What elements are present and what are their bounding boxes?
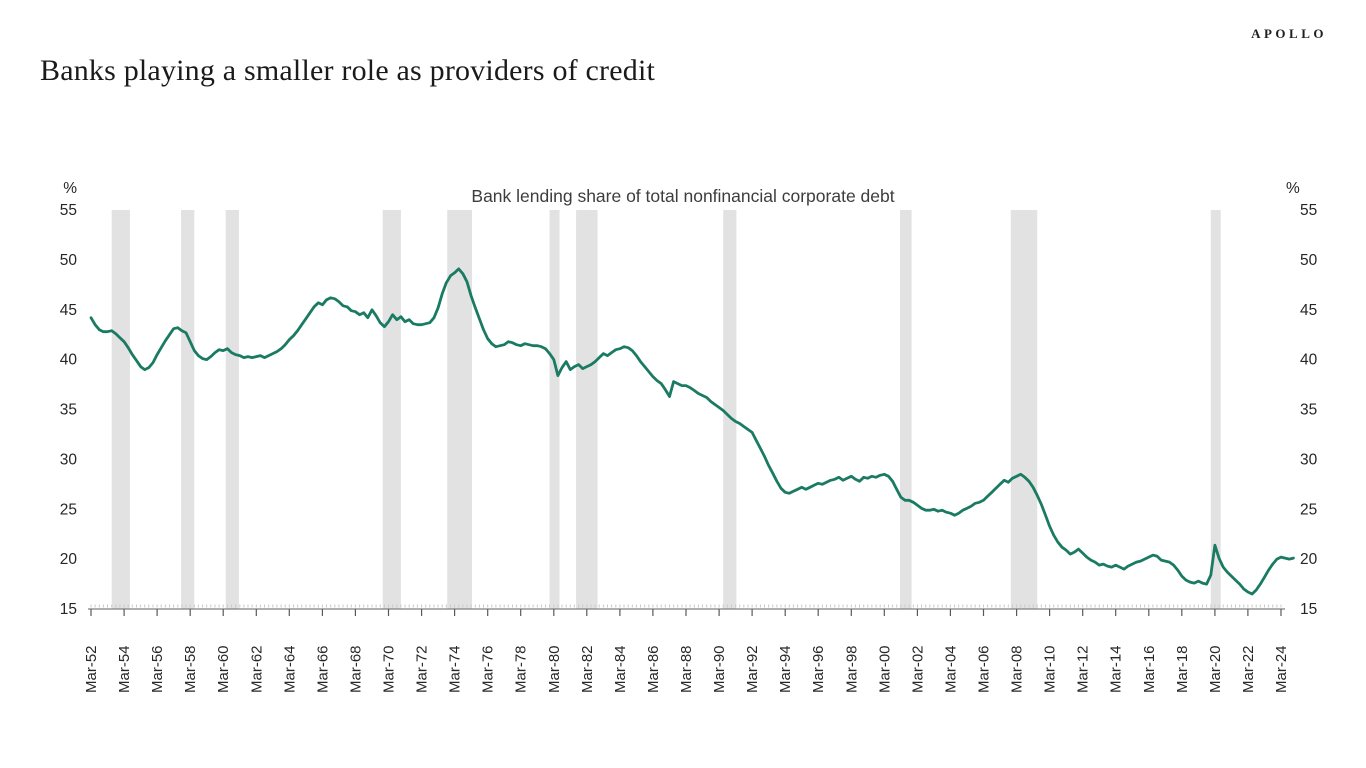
y-tick-label-right: 25 [1300,501,1317,518]
y-tick-label-left: 15 [60,601,77,618]
x-tick-label: Mar-74 [447,645,464,693]
chart-title: Bank lending share of total nonfinancial… [471,186,894,206]
x-tick-label: Mar-16 [1141,645,1158,693]
x-tick-label: Mar-92 [744,645,761,693]
x-tick-label: Mar-76 [480,645,497,693]
y-tick-label-left: 30 [60,451,78,468]
x-tick-label: Mar-98 [843,645,860,693]
x-tick-label: Mar-14 [1108,645,1125,693]
recession-band [900,210,912,609]
y-tick-label-right: 20 [1300,551,1318,568]
x-tick-label: Mar-20 [1207,645,1224,693]
x-tick-label: Mar-62 [248,645,265,693]
x-tick-label: Mar-08 [1009,645,1026,693]
recession-band [181,210,195,609]
y-tick-label-right: 55 [1300,202,1317,219]
y-tick-label-left: 55 [60,202,77,219]
x-tick-label: Mar-18 [1174,645,1191,693]
x-tick-label: Mar-72 [414,645,431,693]
page-title: Banks playing a smaller role as provider… [40,54,656,87]
x-tick-label: Mar-68 [347,645,364,693]
recession-band [225,210,239,609]
recession-band [723,210,737,609]
x-tick-label: Mar-10 [1042,645,1059,693]
x-tick-label: Mar-60 [215,645,232,693]
x-tick-label: Mar-66 [314,645,331,693]
y-tick-label-left: 25 [60,501,77,518]
x-tick-label: Mar-94 [777,645,794,693]
y-tick-label-right: 15 [1300,601,1317,618]
x-tick-label: Mar-80 [546,645,563,693]
y-tick-label-left: 40 [60,352,78,369]
y-tick-label-right: 40 [1300,352,1318,369]
bank-lending-share-line [89,267,1295,596]
x-tick-label: Mar-12 [1075,645,1092,693]
y-axis-unit-left: % [63,180,77,197]
y-tick-label-left: 45 [60,302,77,319]
x-tick-label: Mar-04 [942,645,959,693]
x-axis-minor-ticks [90,604,1282,608]
y-axis-unit-right: % [1286,180,1300,197]
x-tick-label: Mar-52 [83,645,100,693]
recession-band [111,210,130,609]
x-tick-label: Mar-54 [116,645,133,693]
x-tick-label: Mar-24 [1273,645,1290,693]
y-tick-label-right: 50 [1300,252,1318,269]
y-tick-label-right: 35 [1300,402,1317,419]
y-tick-label-right: 45 [1300,302,1317,319]
x-tick-label: Mar-58 [182,645,199,693]
y-tick-label-right: 30 [1300,451,1318,468]
x-tick-label: Mar-90 [711,645,728,693]
x-tick-label: Mar-82 [579,645,596,693]
x-tick-label: Mar-70 [381,645,398,693]
x-tick-label: Mar-84 [612,645,629,693]
y-tick-label-left: 20 [60,551,78,568]
apollo-logo: APOLLO [1251,26,1327,41]
x-tick-label: Mar-56 [149,645,166,693]
x-tick-label: Mar-96 [810,645,827,693]
recession-band [1010,210,1038,609]
y-tick-label-left: 35 [60,402,77,419]
x-tick-label: Mar-22 [1240,645,1257,693]
x-tick-label: Mar-00 [876,645,893,693]
recession-band [549,210,560,609]
recession-band [1210,210,1221,609]
recession-band [576,210,598,609]
x-tick-label: Mar-02 [909,645,926,693]
x-tick-label: Mar-64 [281,645,298,693]
x-tick-label: Mar-78 [513,645,530,693]
recession-band [382,210,401,609]
x-tick-label: Mar-06 [976,645,993,693]
x-tick-label: Mar-88 [678,645,695,693]
x-tick-label: Mar-86 [645,645,662,693]
y-tick-label-left: 50 [60,252,78,269]
